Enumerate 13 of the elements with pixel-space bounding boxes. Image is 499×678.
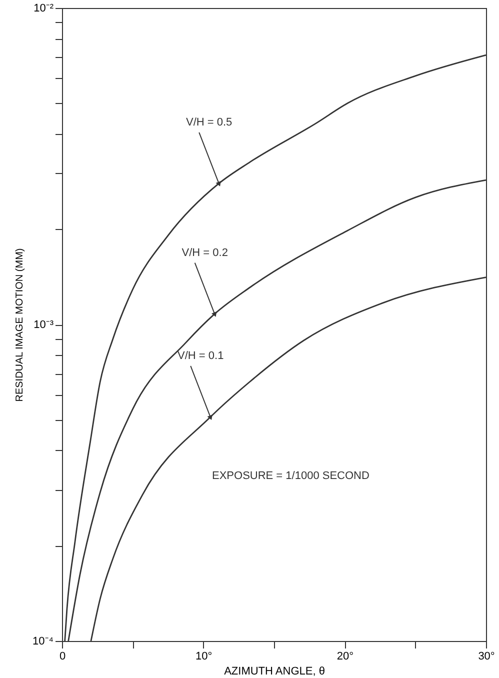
y-tick-label: 10⁻⁴ (32, 636, 54, 648)
x-tick-label: 20° (336, 650, 354, 662)
y-tick-label: 10⁻² (34, 2, 54, 14)
x-tick-label: 10° (196, 650, 212, 662)
x-tick-label: 30° (478, 650, 495, 662)
annotation: V/H = 0.5 (186, 116, 232, 128)
annotation: V/H = 0.2 (182, 246, 228, 259)
y-tick-label: 10⁻³ (34, 319, 54, 331)
annotation: V/H = 0.1 (178, 350, 224, 362)
y-axis-title: RESIDUAL IMAGE MOTION (MM) (14, 248, 26, 402)
x-tick-label: 0 (59, 650, 66, 662)
annotation: EXPOSURE = 1/1000 SECOND (212, 470, 370, 482)
x-axis-title: AZIMUTH ANGLE, θ (224, 666, 325, 678)
